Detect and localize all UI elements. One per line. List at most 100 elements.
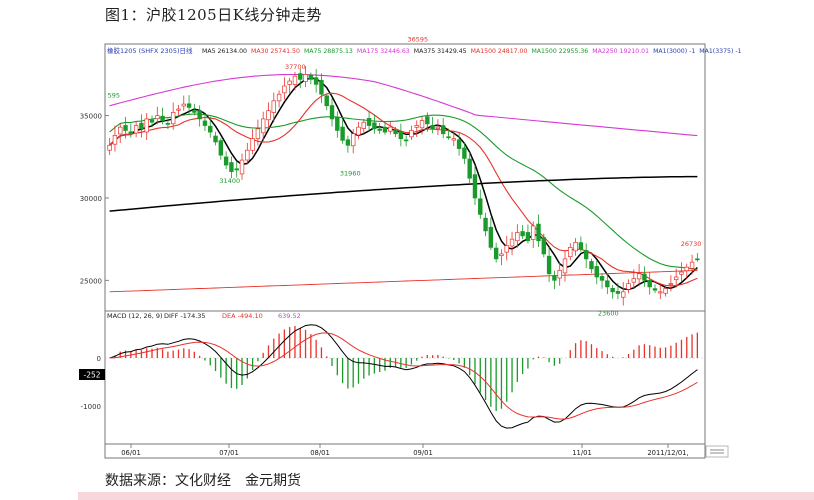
figure-source: 数据来源：文化财经 金元期货 <box>105 470 301 490</box>
price-annotation: 23600 <box>598 309 619 317</box>
ma175-line <box>109 73 698 137</box>
candle-down <box>536 223 541 242</box>
candle-down <box>340 126 345 141</box>
ma-legend-item: MA1(3375) -1 <box>699 48 741 55</box>
candle-up <box>356 126 361 136</box>
candle-up <box>509 238 515 247</box>
candle-down <box>165 123 171 125</box>
candle-down <box>160 115 165 121</box>
candle-up <box>155 115 160 120</box>
candle-down <box>605 280 610 288</box>
candle-down <box>123 125 128 131</box>
candle-up <box>388 126 393 132</box>
ma375-line <box>109 175 698 212</box>
candle-down <box>393 129 398 135</box>
candle-down <box>202 120 208 126</box>
macd-label: MACD (12, 26, 9) <box>107 312 163 320</box>
ma-legend-item: MA1(3000) -1 <box>653 48 695 55</box>
candle-up <box>176 108 181 111</box>
candle-down <box>398 131 404 140</box>
candle-up <box>636 273 642 280</box>
candle-up <box>239 159 245 175</box>
ma-legend-item: MA30 25741.50 <box>251 48 300 55</box>
figure-title: 图1：沪胶1205日K线分钟走势 <box>105 6 322 24</box>
candle-down <box>208 125 213 133</box>
price-annotation: 36595 <box>407 35 428 43</box>
candle-down <box>403 139 409 142</box>
price-annotation: 31960 <box>340 170 361 178</box>
candle-down <box>642 273 647 281</box>
candle-down <box>345 139 351 146</box>
candle-up <box>361 121 366 129</box>
candle-down <box>520 231 525 237</box>
candle-up <box>562 258 568 274</box>
candle-up <box>621 291 626 298</box>
candle-up <box>673 276 679 281</box>
ma-legend-item: MA375 31429.45 <box>414 48 467 55</box>
candle-down <box>610 288 615 293</box>
macd-histogram <box>114 325 699 411</box>
candle-up <box>245 149 250 161</box>
macd-ytick-minus-1000: -1000 <box>81 403 101 411</box>
candle-down <box>578 242 584 250</box>
price-annotation: 595 <box>108 91 120 99</box>
candle-down <box>441 125 446 135</box>
candle-up <box>350 133 356 147</box>
ma-legend: MA5 26134.00 MA30 25741.50 MA75 28875.13 MA… <box>202 48 742 55</box>
candle-up <box>133 125 139 134</box>
macd-diff-line <box>109 324 698 429</box>
price-annotation: 26730 <box>681 240 702 248</box>
candle-up <box>631 278 637 283</box>
candle-down <box>128 131 134 135</box>
source-name-1: 文化财经 <box>175 473 231 489</box>
candle-up <box>144 118 149 133</box>
price-tick-label: 35000 <box>80 113 102 121</box>
candle-up <box>663 288 668 294</box>
scroll-handle[interactable] <box>705 445 729 458</box>
candle-down <box>298 73 303 80</box>
footer-strip <box>78 492 814 500</box>
candle-down <box>493 247 499 260</box>
candle-down <box>478 198 483 215</box>
price-y-axis: 25000 30000 35000 <box>80 113 109 285</box>
candle-up <box>684 266 689 272</box>
macd-lines <box>109 324 698 429</box>
time-tick-label: 08/01 <box>310 449 330 457</box>
candle-down <box>472 174 478 199</box>
candle-down <box>186 103 192 108</box>
ma-legend-item: MA75 28875.13 <box>304 48 353 55</box>
candle-up <box>118 126 123 135</box>
ma30-line <box>109 92 698 287</box>
candle-down <box>377 128 382 131</box>
candle-up <box>271 100 276 113</box>
candle-down <box>446 136 451 139</box>
macd-hist-value: 639.52 <box>278 312 301 320</box>
ma-legend-item: MA175 32446.63 <box>357 48 410 55</box>
candle-down <box>139 122 144 130</box>
candle-up <box>658 291 663 294</box>
ma5-line <box>109 77 698 291</box>
candle-up <box>557 270 562 279</box>
candle-up <box>573 242 578 252</box>
macd-ytick-0: 0 <box>97 355 101 363</box>
ma-legend-item: MA2250 19210.01 <box>592 48 649 55</box>
candle-up <box>170 111 176 125</box>
candle-up <box>451 138 457 141</box>
candles <box>107 66 700 306</box>
time-tick-label: 06/01 <box>121 449 141 457</box>
time-tick-label: 09/01 <box>413 449 433 457</box>
candle-up <box>250 138 255 151</box>
price-annotation: 37700 <box>285 63 306 71</box>
scroll-grip-icon <box>710 449 724 454</box>
candle-up <box>266 110 271 121</box>
candle-down <box>488 226 494 248</box>
candle-up <box>689 261 695 269</box>
ma-legend-item: MA1500 22955.36 <box>531 48 588 55</box>
macd-cursor-box <box>79 369 105 380</box>
candle-down <box>430 125 435 130</box>
candle-down <box>335 117 340 131</box>
candle-up <box>531 225 536 240</box>
candle-up <box>255 128 261 139</box>
candle-down <box>546 255 552 275</box>
candle-down <box>525 232 531 242</box>
